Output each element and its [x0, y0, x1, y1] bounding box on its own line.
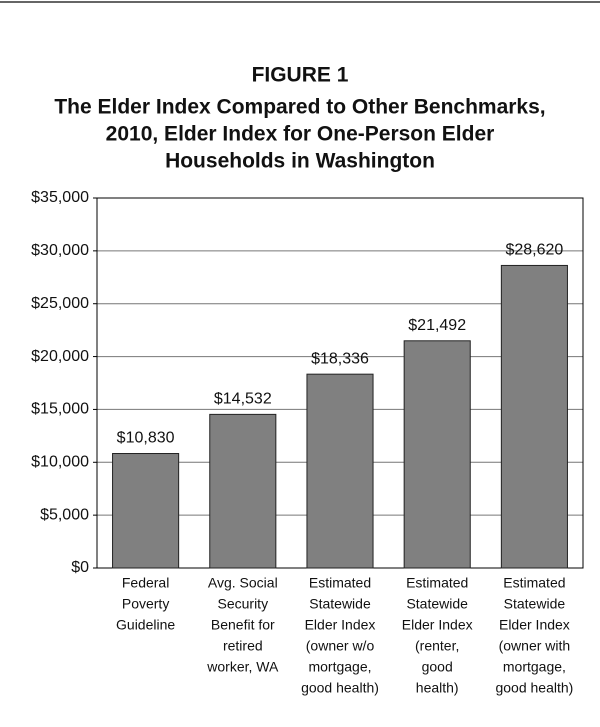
- x-tick-label: Estimated: [406, 575, 468, 591]
- x-tick-label: health): [416, 680, 459, 696]
- x-tick-label: Statewide: [309, 596, 371, 612]
- bar: [403, 340, 471, 569]
- bar: [306, 373, 374, 569]
- value-label: $14,532: [214, 391, 272, 408]
- bar: [500, 264, 568, 569]
- y-tick-label: $35,000: [31, 189, 89, 206]
- x-tick-label: Guideline: [116, 617, 175, 633]
- chart-subtitle: The Elder Index Compared to Other Benchm…: [54, 96, 545, 119]
- x-tick-label: Elder Index: [499, 617, 570, 633]
- value-label: $10,830: [117, 430, 175, 447]
- y-tick-label: $25,000: [31, 295, 89, 312]
- x-tick-label: Federal: [122, 575, 169, 591]
- value-label: $28,620: [505, 242, 563, 259]
- chart-title: FIGURE 1: [252, 64, 349, 87]
- value-label: $21,492: [408, 317, 466, 334]
- x-tick-label: Estimated: [503, 575, 565, 591]
- y-tick-label: $0: [71, 559, 89, 576]
- x-tick-label: (renter,: [415, 638, 459, 654]
- x-tick-label: Avg. Social: [208, 575, 278, 591]
- x-tick-label: mortgage,: [503, 659, 566, 675]
- x-tick-label: good health): [495, 680, 573, 696]
- x-tick-label: mortgage,: [308, 659, 371, 675]
- y-tick-label: $10,000: [31, 454, 89, 471]
- x-tick-label: Statewide: [406, 596, 468, 612]
- x-tick-label: Benefit for: [211, 617, 275, 633]
- y-tick-label: $20,000: [31, 348, 89, 365]
- x-tick-label: Statewide: [504, 596, 566, 612]
- chart-subtitle: 2010, Elder Index for One-Person Elder: [106, 123, 495, 146]
- x-tick-label: (owner w/o: [306, 638, 375, 654]
- x-tick-label: Security: [218, 596, 269, 612]
- value-label: $18,336: [311, 350, 369, 367]
- y-tick-label: $30,000: [31, 242, 89, 259]
- x-tick-label: Poverty: [122, 596, 169, 612]
- y-tick-label: $15,000: [31, 401, 89, 418]
- x-tick-label: Elder Index: [402, 617, 473, 633]
- bar: [209, 413, 277, 569]
- y-tick-label: $5,000: [40, 506, 89, 523]
- x-tick-label: good: [422, 659, 453, 675]
- x-tick-label: good health): [301, 680, 379, 696]
- x-tick-label: (owner with: [499, 638, 571, 654]
- x-tick-label: Estimated: [309, 575, 371, 591]
- bar: [112, 453, 180, 569]
- x-tick-label: retired: [223, 638, 263, 654]
- x-tick-label: Elder Index: [305, 617, 376, 633]
- chart-subtitle: Households in Washington: [165, 150, 435, 173]
- x-tick-label: worker, WA: [206, 659, 279, 675]
